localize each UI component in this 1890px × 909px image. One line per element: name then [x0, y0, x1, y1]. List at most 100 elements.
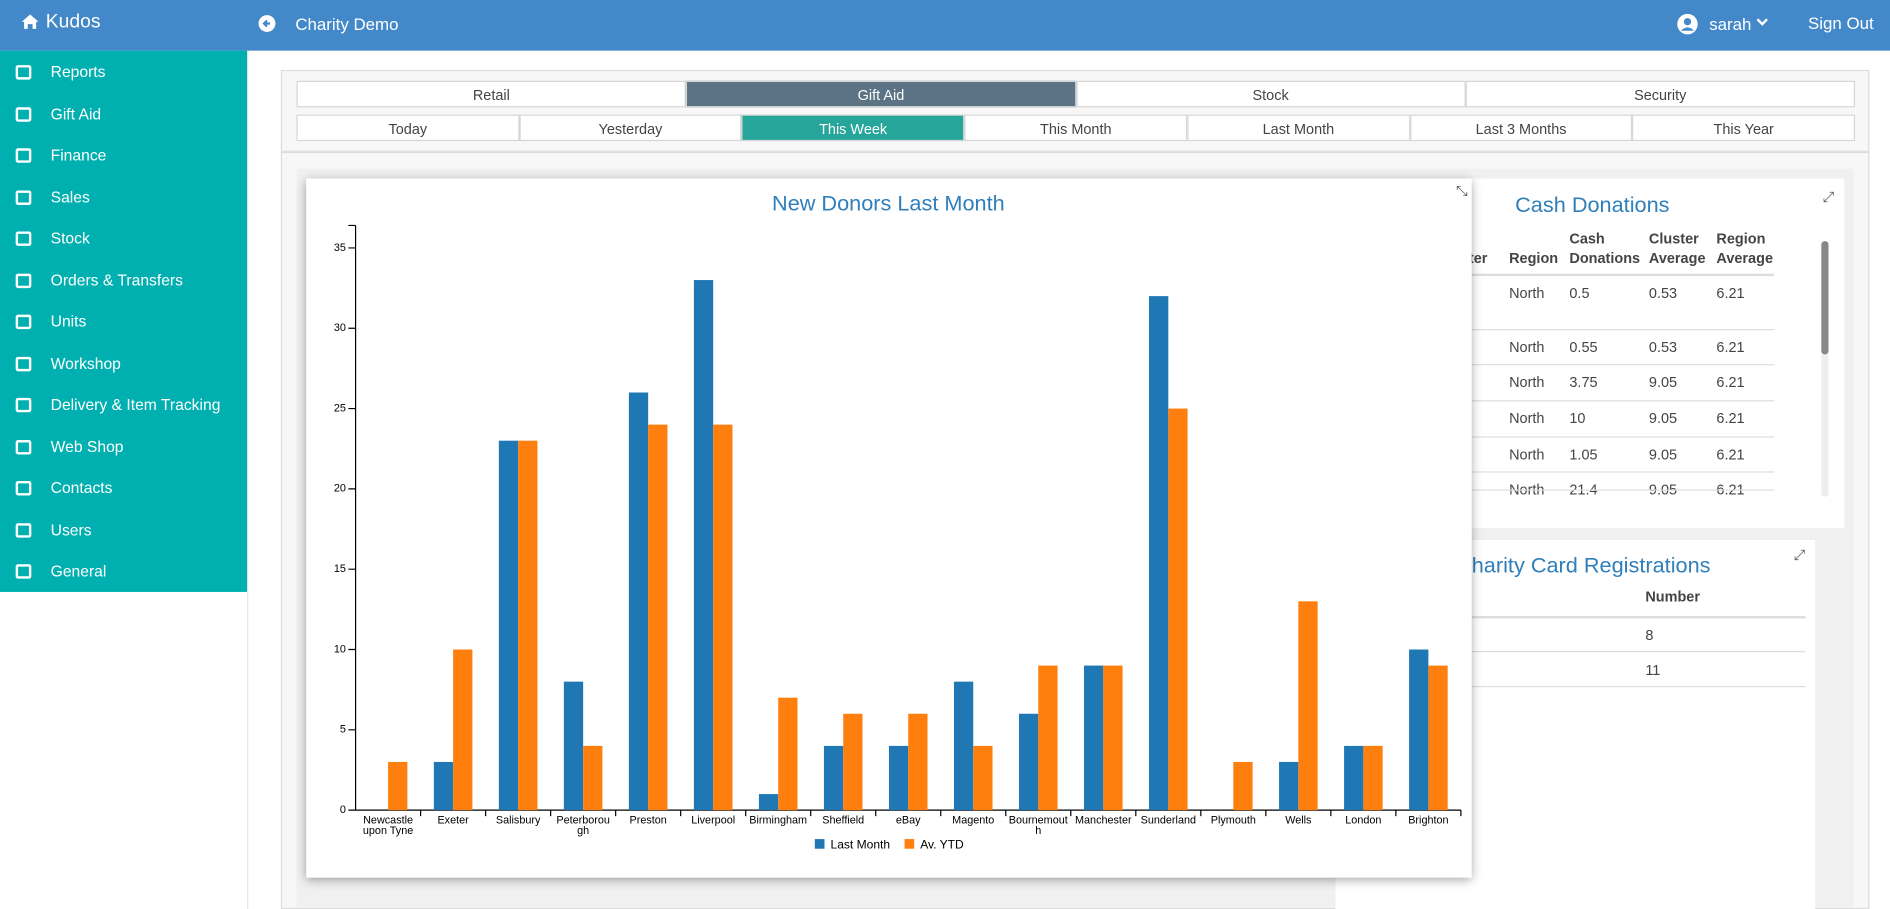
- table-cell: 6.21: [1716, 409, 1745, 427]
- menu-icon[interactable]: [15, 273, 32, 288]
- bar: [758, 794, 779, 811]
- x-tick-label: Manchester: [1075, 814, 1132, 826]
- x-tick-label: Bournemout h: [1009, 814, 1068, 837]
- bar: [1149, 296, 1169, 811]
- bar: [888, 745, 909, 811]
- tab[interactable]: Retail: [296, 80, 687, 108]
- user-name[interactable]: sarah: [1709, 14, 1752, 34]
- x-tick-label: Salisbury: [496, 814, 541, 826]
- scrollbar-thumb[interactable]: [1821, 241, 1829, 355]
- menu-icon[interactable]: [15, 522, 32, 538]
- table-cell: 8: [1645, 626, 1654, 644]
- menu-item[interactable]: Workshop: [50, 353, 121, 372]
- tab[interactable]: Stock: [1075, 80, 1466, 108]
- menu-item[interactable]: Finance: [50, 145, 107, 164]
- bar: [778, 697, 798, 811]
- table-cell: 6.21: [1716, 481, 1745, 498]
- menu-icon[interactable]: [15, 231, 32, 246]
- bar: [518, 440, 538, 811]
- table-cell: 0.55: [1569, 338, 1598, 356]
- sign-out[interactable]: Sign Out: [1808, 13, 1874, 33]
- row-rule: [1456, 685, 1806, 688]
- x-tick-label: London: [1345, 814, 1381, 826]
- table-cell: 6.21: [1716, 338, 1745, 356]
- column-header: Number: [1645, 588, 1700, 606]
- column-header: Cluster Average: [1648, 230, 1706, 267]
- y-tick-label: 10: [334, 643, 346, 655]
- menu-item[interactable]: Delivery & Item Tracking: [50, 395, 221, 414]
- bar: [648, 424, 668, 811]
- menu-item[interactable]: General: [50, 561, 107, 580]
- brand[interactable]: Kudos: [45, 12, 101, 33]
- menu-item[interactable]: Sales: [50, 187, 90, 206]
- x-tick-label: Magento: [952, 814, 994, 826]
- tab[interactable]: This Year: [1632, 114, 1856, 142]
- user-icon[interactable]: [1677, 13, 1699, 35]
- tab[interactable]: Today: [296, 114, 520, 142]
- menu-icon[interactable]: [15, 564, 32, 579]
- menu-item[interactable]: Contacts: [50, 478, 113, 497]
- legend-swatch: [814, 839, 825, 849]
- y-tick-label: 25: [334, 402, 346, 414]
- expand-icon[interactable]: ⤢: [1822, 188, 1835, 205]
- bar: [713, 424, 733, 811]
- tab[interactable]: This Month: [964, 114, 1188, 142]
- menu-item[interactable]: Stock: [50, 229, 90, 248]
- table-cell: 0.53: [1648, 338, 1678, 356]
- menu-item[interactable]: Web Shop: [50, 437, 124, 456]
- tab[interactable]: This Week: [741, 114, 965, 142]
- menu-icon[interactable]: [15, 65, 32, 80]
- x-tick-label: Sunderland: [1141, 814, 1196, 826]
- tab[interactable]: Yesterday: [519, 114, 742, 142]
- menu-item[interactable]: Reports: [50, 62, 106, 81]
- x-tick-label: Exeter: [437, 814, 469, 826]
- table-cell: 0.53: [1648, 284, 1678, 302]
- expand-icon[interactable]: ⤢: [1793, 546, 1806, 564]
- bar: [823, 745, 844, 811]
- menu-icon[interactable]: [15, 397, 32, 413]
- header-rule: [1456, 273, 1775, 277]
- bar: [973, 745, 993, 811]
- menu-item[interactable]: Gift Aid: [50, 104, 102, 123]
- menu-icon[interactable]: [15, 314, 32, 330]
- tab[interactable]: Gift Aid: [686, 80, 1076, 108]
- menu-item[interactable]: Orders & Transfers: [50, 270, 183, 289]
- menu-icon[interactable]: [15, 439, 32, 454]
- table-cell: 9.05: [1648, 446, 1678, 463]
- bar: [1344, 745, 1364, 811]
- card-title: Cash Donations: [1515, 192, 1670, 218]
- bar: [1168, 408, 1188, 811]
- x-tick-label: Sheffield: [822, 814, 864, 826]
- menu-icon[interactable]: [15, 356, 32, 371]
- tab[interactable]: Last Month: [1187, 114, 1410, 142]
- table-cell: North: [1509, 338, 1545, 356]
- bar: [1103, 665, 1123, 811]
- legend-swatch: [904, 839, 915, 849]
- table-cell: North: [1509, 446, 1545, 463]
- table-cell: North: [1509, 373, 1545, 391]
- bar: [908, 713, 928, 811]
- menu-item[interactable]: Users: [50, 520, 92, 539]
- chevron[interactable]: [1756, 18, 1768, 28]
- menu-icon[interactable]: [15, 189, 32, 205]
- tab[interactable]: Last 3 Months: [1409, 114, 1633, 142]
- bar: [843, 713, 863, 811]
- row-rule: [1456, 364, 1775, 366]
- tab[interactable]: Security: [1465, 80, 1856, 108]
- collapse-icon[interactable]: ⤡: [1456, 183, 1468, 199]
- y-tick-label: 20: [334, 483, 346, 495]
- row-rule: [1456, 436, 1775, 438]
- table-cell: North: [1509, 481, 1545, 498]
- bar: [953, 681, 974, 811]
- menu-icon[interactable]: [15, 106, 32, 122]
- menu-icon[interactable]: [15, 481, 32, 496]
- back-icon[interactable]: [258, 14, 276, 32]
- menu-item[interactable]: Units: [50, 312, 87, 331]
- table-cell: 10: [1569, 409, 1586, 427]
- menu-icon[interactable]: [15, 148, 32, 163]
- table-cell: 6.21: [1716, 446, 1745, 463]
- x-tick-label: Wells: [1285, 814, 1312, 826]
- bar: [583, 745, 603, 811]
- bar: [628, 392, 649, 811]
